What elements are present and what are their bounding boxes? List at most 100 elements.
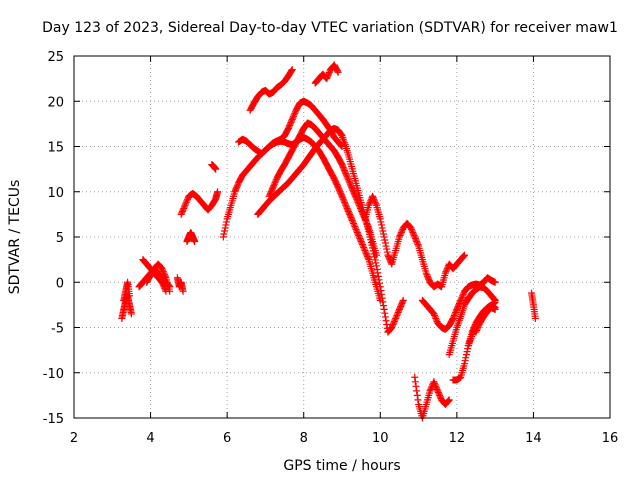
data-point (390, 317, 398, 325)
data-point (342, 170, 350, 178)
series-arc-j (219, 133, 384, 304)
data-point (357, 236, 365, 244)
data-point (430, 378, 438, 386)
data-point (158, 265, 166, 273)
chart-title: Day 123 of 2023, Sidereal Day-to-day VTE… (42, 20, 618, 36)
x-tick-label: 2 (70, 431, 78, 446)
data-point (445, 397, 453, 405)
data-point (376, 279, 384, 287)
data-point (342, 171, 350, 179)
data-point (286, 120, 294, 128)
data-point (381, 239, 389, 247)
data-point (348, 183, 356, 191)
data-point (434, 388, 442, 396)
y-tick-label: -15 (43, 412, 64, 427)
data-point (377, 218, 385, 226)
data-points (118, 61, 539, 422)
data-point (159, 266, 167, 274)
data-point (161, 272, 169, 280)
data-point (343, 173, 351, 181)
data-point (221, 227, 229, 235)
data-point (358, 239, 366, 247)
data-point (341, 168, 349, 176)
x-axis-label: GPS time / hours (283, 458, 400, 474)
data-point (291, 109, 299, 117)
data-point (457, 295, 465, 303)
data-point (271, 179, 279, 187)
data-point (362, 248, 370, 256)
data-point (371, 256, 379, 264)
data-point (356, 203, 364, 211)
plot-frame (73, 55, 611, 419)
data-point (288, 66, 296, 74)
data-point (365, 200, 373, 208)
data-point (374, 269, 382, 277)
data-point (395, 233, 403, 241)
data-point (219, 233, 227, 241)
data-point (469, 329, 477, 337)
y-tick-label: 20 (47, 95, 64, 110)
series-arc-p (361, 192, 469, 291)
data-point (334, 68, 342, 76)
data-point (370, 195, 378, 203)
data-point (353, 195, 361, 203)
data-point (462, 354, 470, 362)
data-point (267, 188, 275, 196)
data-point (457, 296, 465, 304)
data-point (433, 385, 441, 393)
data-point (159, 280, 167, 288)
data-point (474, 324, 482, 331)
data-point (325, 69, 333, 77)
data-point (357, 204, 365, 212)
data-point (425, 275, 433, 283)
y-tick-label: 10 (47, 186, 64, 201)
data-point (353, 227, 361, 235)
data-point (344, 176, 352, 184)
data-point (414, 241, 422, 249)
data-point (268, 185, 276, 193)
data-point (338, 161, 346, 169)
data-point (364, 253, 372, 261)
data-point (360, 244, 368, 252)
data-point (461, 360, 469, 368)
data-point (374, 272, 382, 280)
data-point (340, 197, 348, 205)
y-tick-label: 25 (47, 50, 64, 65)
data-point (341, 167, 349, 175)
y-tick-label: 5 (56, 231, 64, 246)
data-point (350, 189, 358, 197)
data-point (381, 313, 389, 321)
data-point (412, 382, 420, 390)
data-point (462, 351, 470, 359)
data-point (423, 271, 431, 279)
data-point (178, 207, 186, 215)
series-arc-h (177, 188, 222, 218)
data-point (272, 177, 280, 185)
data-point (284, 124, 292, 132)
data-point (371, 197, 379, 205)
data-point (475, 322, 483, 330)
data-point (347, 213, 355, 221)
data-point (348, 216, 356, 224)
series-arc-w (472, 304, 499, 336)
data-point (376, 283, 384, 291)
data-point (355, 200, 363, 208)
data-point (270, 182, 278, 190)
data-point (441, 269, 449, 277)
data-point (126, 292, 134, 300)
data-point (444, 397, 452, 405)
data-point (394, 308, 402, 316)
data-point (372, 262, 380, 270)
x-tick-label: 14 (525, 431, 542, 446)
data-point (351, 224, 359, 232)
series-arc-o (265, 119, 380, 259)
data-point (383, 245, 391, 253)
data-point (351, 191, 359, 199)
data-point (334, 183, 342, 191)
data-point (414, 396, 422, 404)
data-point (286, 121, 294, 129)
data-point (392, 313, 400, 321)
data-point (364, 222, 372, 230)
data-point (411, 233, 419, 241)
data-point (183, 197, 191, 205)
